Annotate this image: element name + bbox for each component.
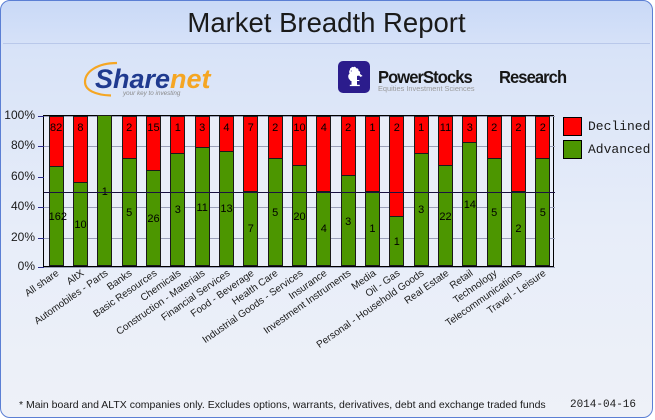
svg-text:your key to investing: your key to investing xyxy=(122,90,181,97)
svg-text:Research: Research xyxy=(499,66,567,87)
svg-text:Equities Investment Sciences: Equities Investment Sciences xyxy=(378,84,475,93)
